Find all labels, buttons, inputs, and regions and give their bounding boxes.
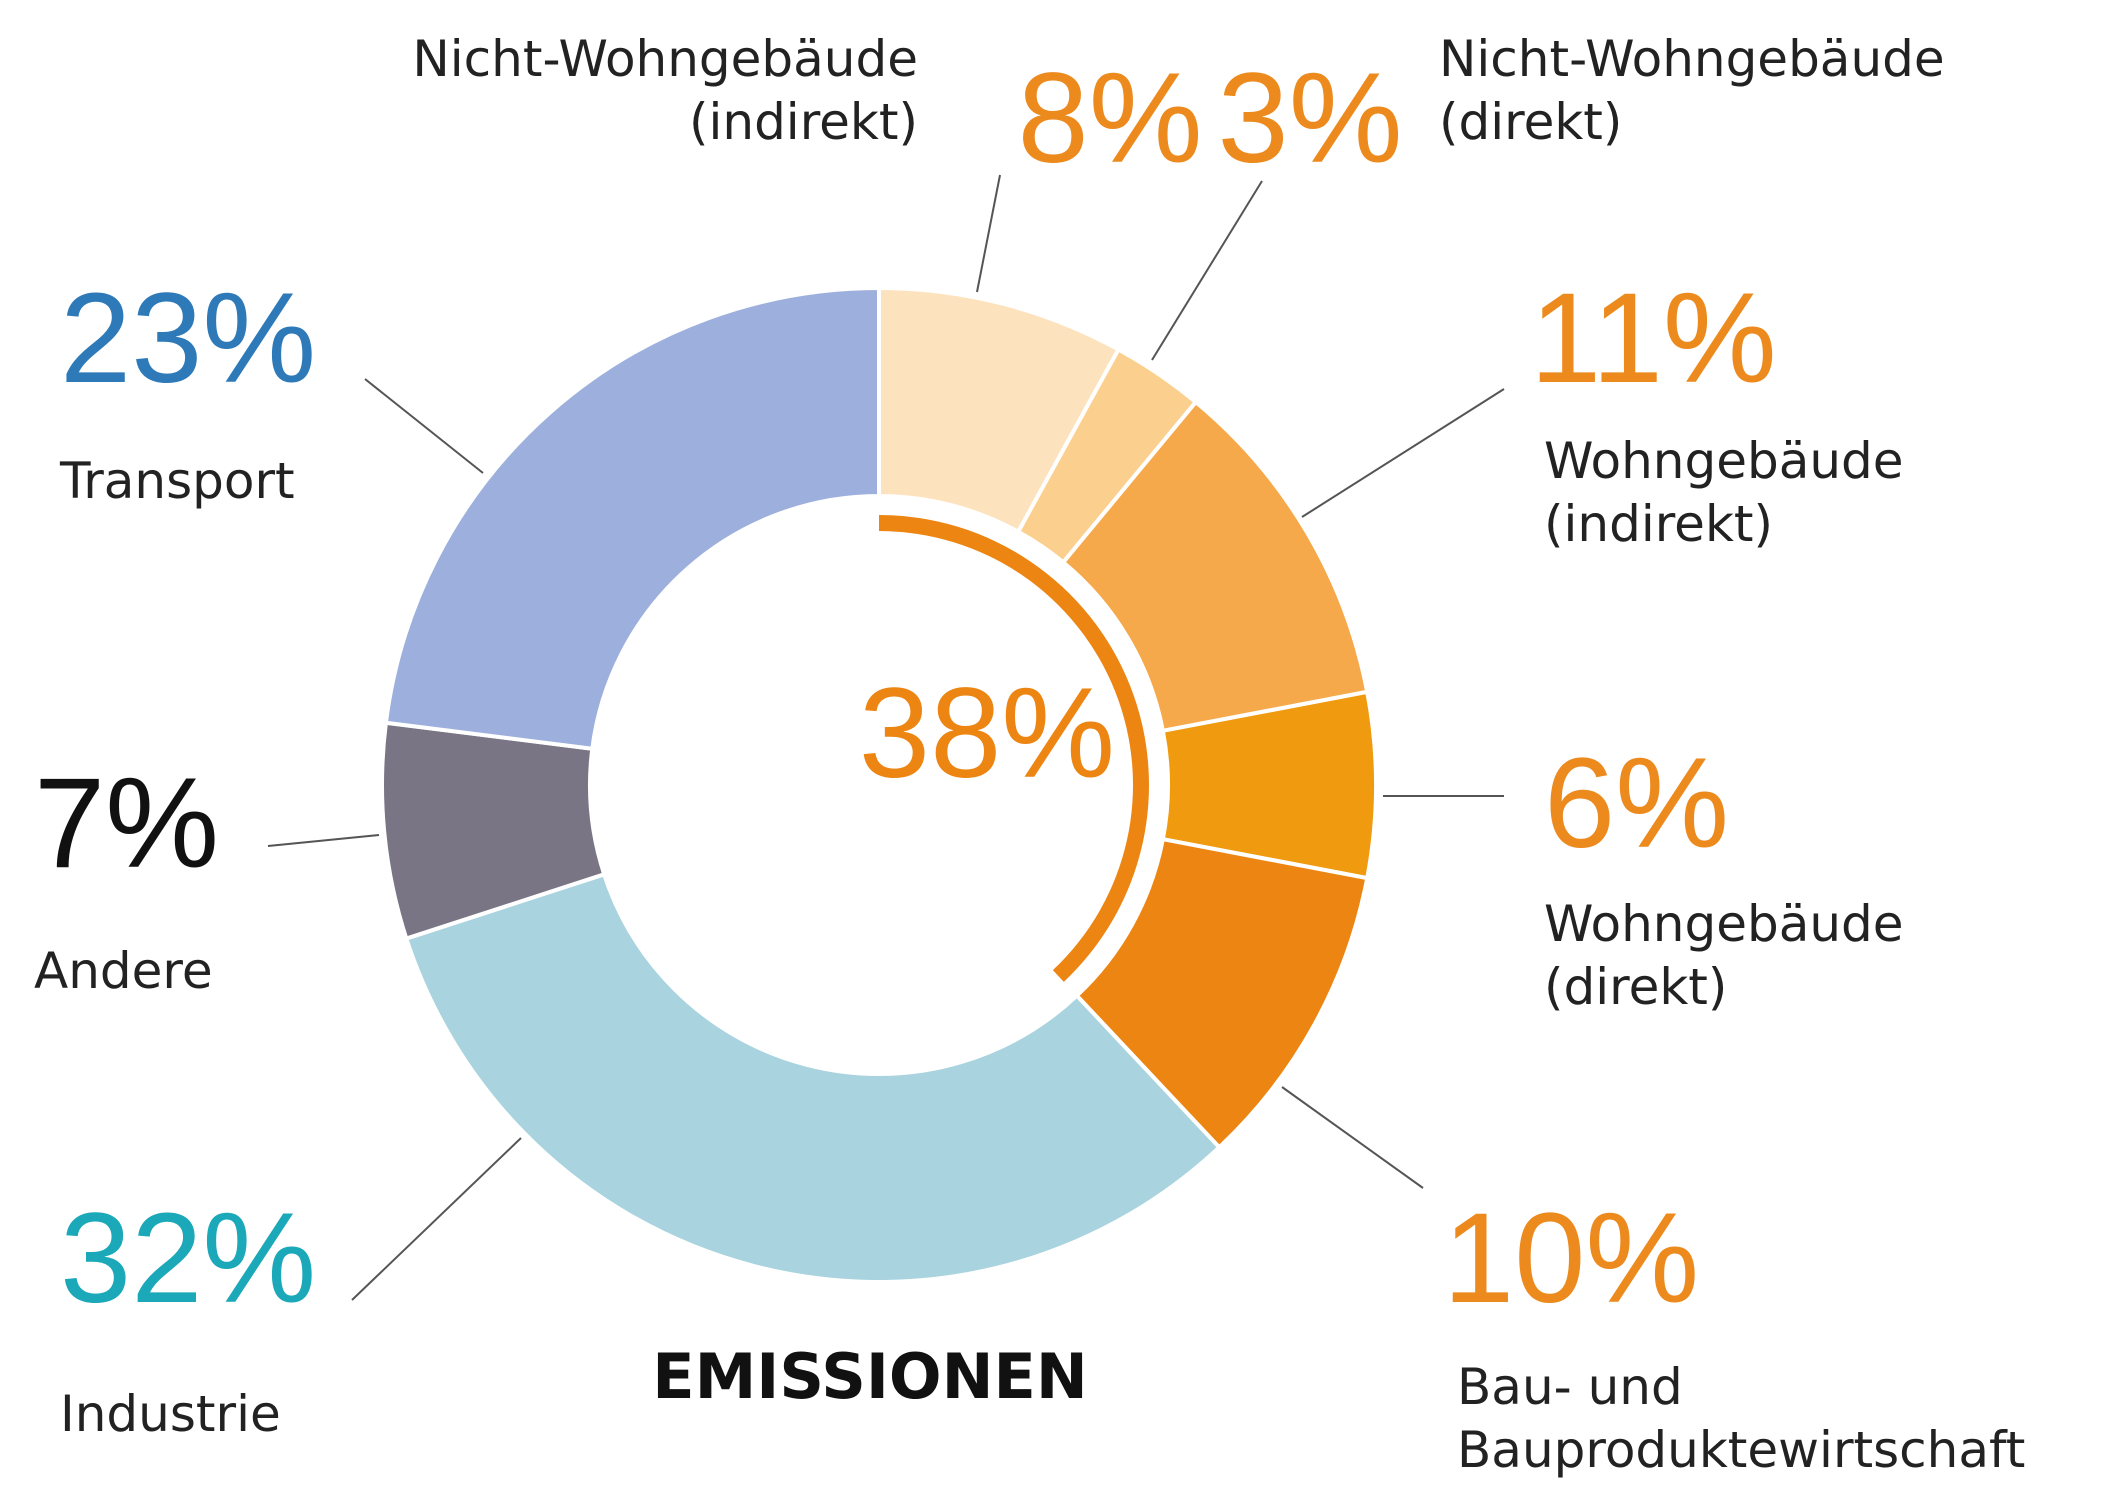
value-label: 10% [1443, 1187, 1700, 1330]
value-label: 32% [60, 1187, 317, 1330]
leader-line [351, 1137, 522, 1301]
category-label: Bau- und Bauproduktewirtschaft [1457, 1358, 2026, 1479]
value-label: 3% [1217, 47, 1403, 190]
category-label: Nicht-Wohngebäude (direkt) [1439, 30, 1945, 151]
leader-line [267, 834, 380, 847]
category-label: Nicht-Wohngebäude (indirekt) [412, 30, 918, 151]
leader-line [1151, 180, 1263, 361]
category-label: Industrie [60, 1385, 281, 1443]
category-label: Wohngebäude (direkt) [1544, 895, 1904, 1016]
value-label: 7% [34, 752, 219, 895]
center-label: 38% [858, 662, 1116, 805]
value-label: 11% [1530, 267, 1777, 410]
category-label: Andere [34, 942, 213, 1000]
leader-line [976, 174, 1001, 293]
leader-line [1301, 388, 1505, 518]
donut-segment [383, 285, 881, 752]
value-label: 23% [60, 267, 317, 410]
donut-segment [403, 871, 1223, 1284]
category-label: Wohngebäude (indirekt) [1544, 432, 1904, 553]
leader-line [1281, 1086, 1424, 1189]
value-label: 6% [1544, 732, 1729, 875]
value-label: 8% [1017, 47, 1203, 190]
chart-title: EMISSIONEN [652, 1340, 1088, 1413]
leader-line [364, 378, 484, 474]
category-label: Transport [60, 452, 295, 510]
